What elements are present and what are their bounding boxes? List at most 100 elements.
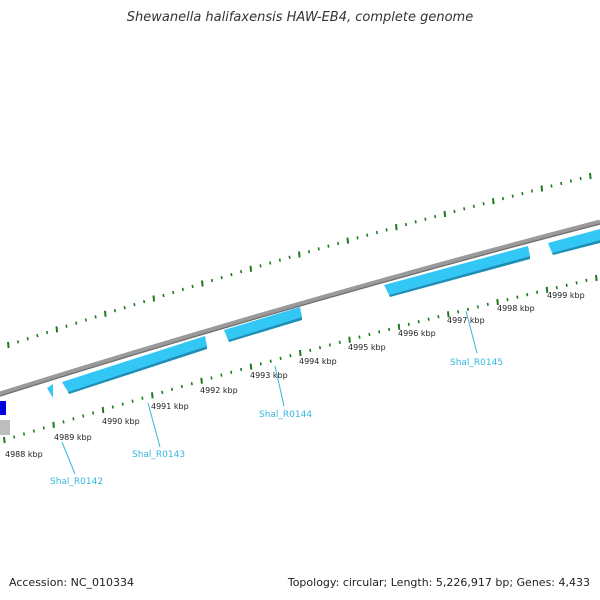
outer-minor-tick — [210, 278, 214, 283]
outer-major-tick — [55, 326, 59, 333]
accession-text: Accession: NC_010334 — [9, 576, 135, 589]
outer-minor-tick — [16, 340, 20, 344]
map-title: Shewanella halifaxensis HAW-EB4, complet… — [126, 10, 474, 25]
outer-minor-tick — [404, 222, 408, 227]
outer-minor-tick — [482, 202, 485, 206]
inner-minor-tick — [565, 283, 568, 287]
inner-minor-tick — [388, 327, 391, 332]
outer-minor-tick — [46, 330, 49, 335]
tick-label-4992: 4992 kbp — [200, 386, 238, 395]
inner-minor-tick — [536, 290, 539, 294]
outer-minor-tick — [366, 233, 369, 237]
outer-minor-tick — [501, 196, 505, 201]
inner-minor-tick — [230, 370, 233, 374]
inner-minor-tick — [516, 295, 519, 299]
outer-minor-tick — [269, 261, 272, 265]
outer-minor-tick — [240, 270, 243, 274]
outer-minor-tick — [191, 284, 194, 289]
gene-label-r0143[interactable]: Shal_R0143 — [132, 450, 185, 460]
tick-label-4993: 4993 kbp — [250, 371, 288, 380]
outer-major-tick — [540, 185, 544, 192]
outer-minor-tick — [453, 209, 456, 214]
outer-tick-ring — [7, 172, 592, 349]
inner-minor-tick — [240, 367, 243, 372]
inner-minor-tick — [32, 429, 35, 433]
inner-minor-tick — [318, 345, 322, 350]
tick-label-4999: 4999 kbp — [547, 291, 585, 300]
outer-minor-tick — [230, 272, 233, 277]
inner-major-tick — [52, 421, 55, 428]
gene-feature-r0146[interactable] — [548, 229, 600, 255]
inner-minor-tick — [486, 302, 489, 307]
outer-minor-tick — [26, 337, 29, 341]
inner-major-tick — [397, 323, 401, 330]
outer-minor-tick — [414, 220, 417, 224]
outer-minor-tick — [337, 241, 340, 246]
inner-minor-tick — [269, 359, 272, 363]
outer-minor-tick — [143, 299, 146, 304]
inner-minor-tick — [437, 315, 440, 319]
inner-minor-tick — [190, 382, 193, 386]
inner-minor-tick — [180, 384, 183, 389]
inner-minor-tick — [131, 399, 134, 403]
inner-tick-ring — [3, 274, 598, 444]
inner-minor-tick — [358, 335, 361, 339]
outer-major-tick — [395, 224, 398, 231]
inner-minor-tick — [72, 417, 75, 421]
inner-minor-tick — [289, 354, 292, 358]
inner-minor-tick — [170, 387, 174, 392]
outer-minor-tick — [550, 184, 553, 188]
leader-line-r0142 — [61, 441, 76, 475]
outer-major-tick — [249, 265, 253, 272]
outer-major-tick — [104, 310, 107, 317]
outer-minor-tick — [162, 293, 165, 298]
outer-minor-tick — [113, 309, 117, 313]
outer-minor-tick — [375, 230, 378, 235]
tick-label-4988: 4988 kbp — [5, 450, 43, 459]
tick-label-4996: 4996 kbp — [398, 329, 436, 338]
outer-minor-tick — [472, 204, 475, 208]
leader-line-r0143 — [147, 402, 161, 448]
outer-minor-tick — [521, 191, 524, 196]
outer-major-tick — [346, 237, 350, 244]
outer-minor-tick — [259, 264, 262, 268]
outer-major-tick — [298, 251, 301, 258]
outer-minor-tick — [288, 255, 291, 259]
outer-minor-tick — [434, 214, 437, 219]
tick-label-4998: 4998 kbp — [497, 304, 535, 313]
inner-minor-tick — [506, 297, 509, 302]
inner-minor-tick — [279, 356, 282, 361]
gene-label-r0145[interactable]: Shal_R0145 — [450, 358, 503, 368]
inner-minor-tick — [141, 396, 144, 400]
outer-major-tick — [492, 198, 495, 205]
inner-major-tick — [249, 363, 253, 370]
inner-minor-tick — [555, 285, 558, 290]
gene-label-r0142[interactable]: Shal_R0142 — [50, 477, 103, 487]
outer-minor-tick — [307, 250, 311, 254]
tick-label-4994: 4994 kbp — [299, 357, 337, 366]
outer-minor-tick — [356, 236, 359, 240]
inner-minor-tick — [121, 402, 124, 406]
outer-minor-tick — [84, 318, 87, 322]
inner-major-tick — [545, 286, 549, 293]
inner-major-tick — [151, 392, 154, 399]
gene-feature-r0145[interactable] — [384, 246, 530, 297]
inner-minor-tick — [111, 405, 114, 409]
tick-label-4991: 4991 kbp — [151, 402, 189, 411]
outer-minor-tick — [220, 275, 223, 280]
outer-minor-tick — [75, 321, 78, 325]
outer-minor-tick — [327, 244, 330, 248]
gene-label-r0144[interactable]: Shal_R0144 — [259, 410, 312, 420]
gene-feature-r0143[interactable] — [224, 307, 302, 342]
gene-feature-r0142[interactable] — [62, 336, 207, 394]
inner-minor-tick — [407, 322, 410, 326]
inner-minor-tick — [585, 278, 588, 283]
inner-major-tick — [101, 406, 105, 414]
inner-minor-tick — [210, 376, 213, 380]
outer-minor-tick — [385, 228, 388, 232]
outer-minor-tick — [278, 258, 281, 262]
genome-backbone — [0, 219, 600, 397]
outer-major-tick — [443, 210, 447, 218]
inner-minor-tick — [220, 373, 223, 377]
